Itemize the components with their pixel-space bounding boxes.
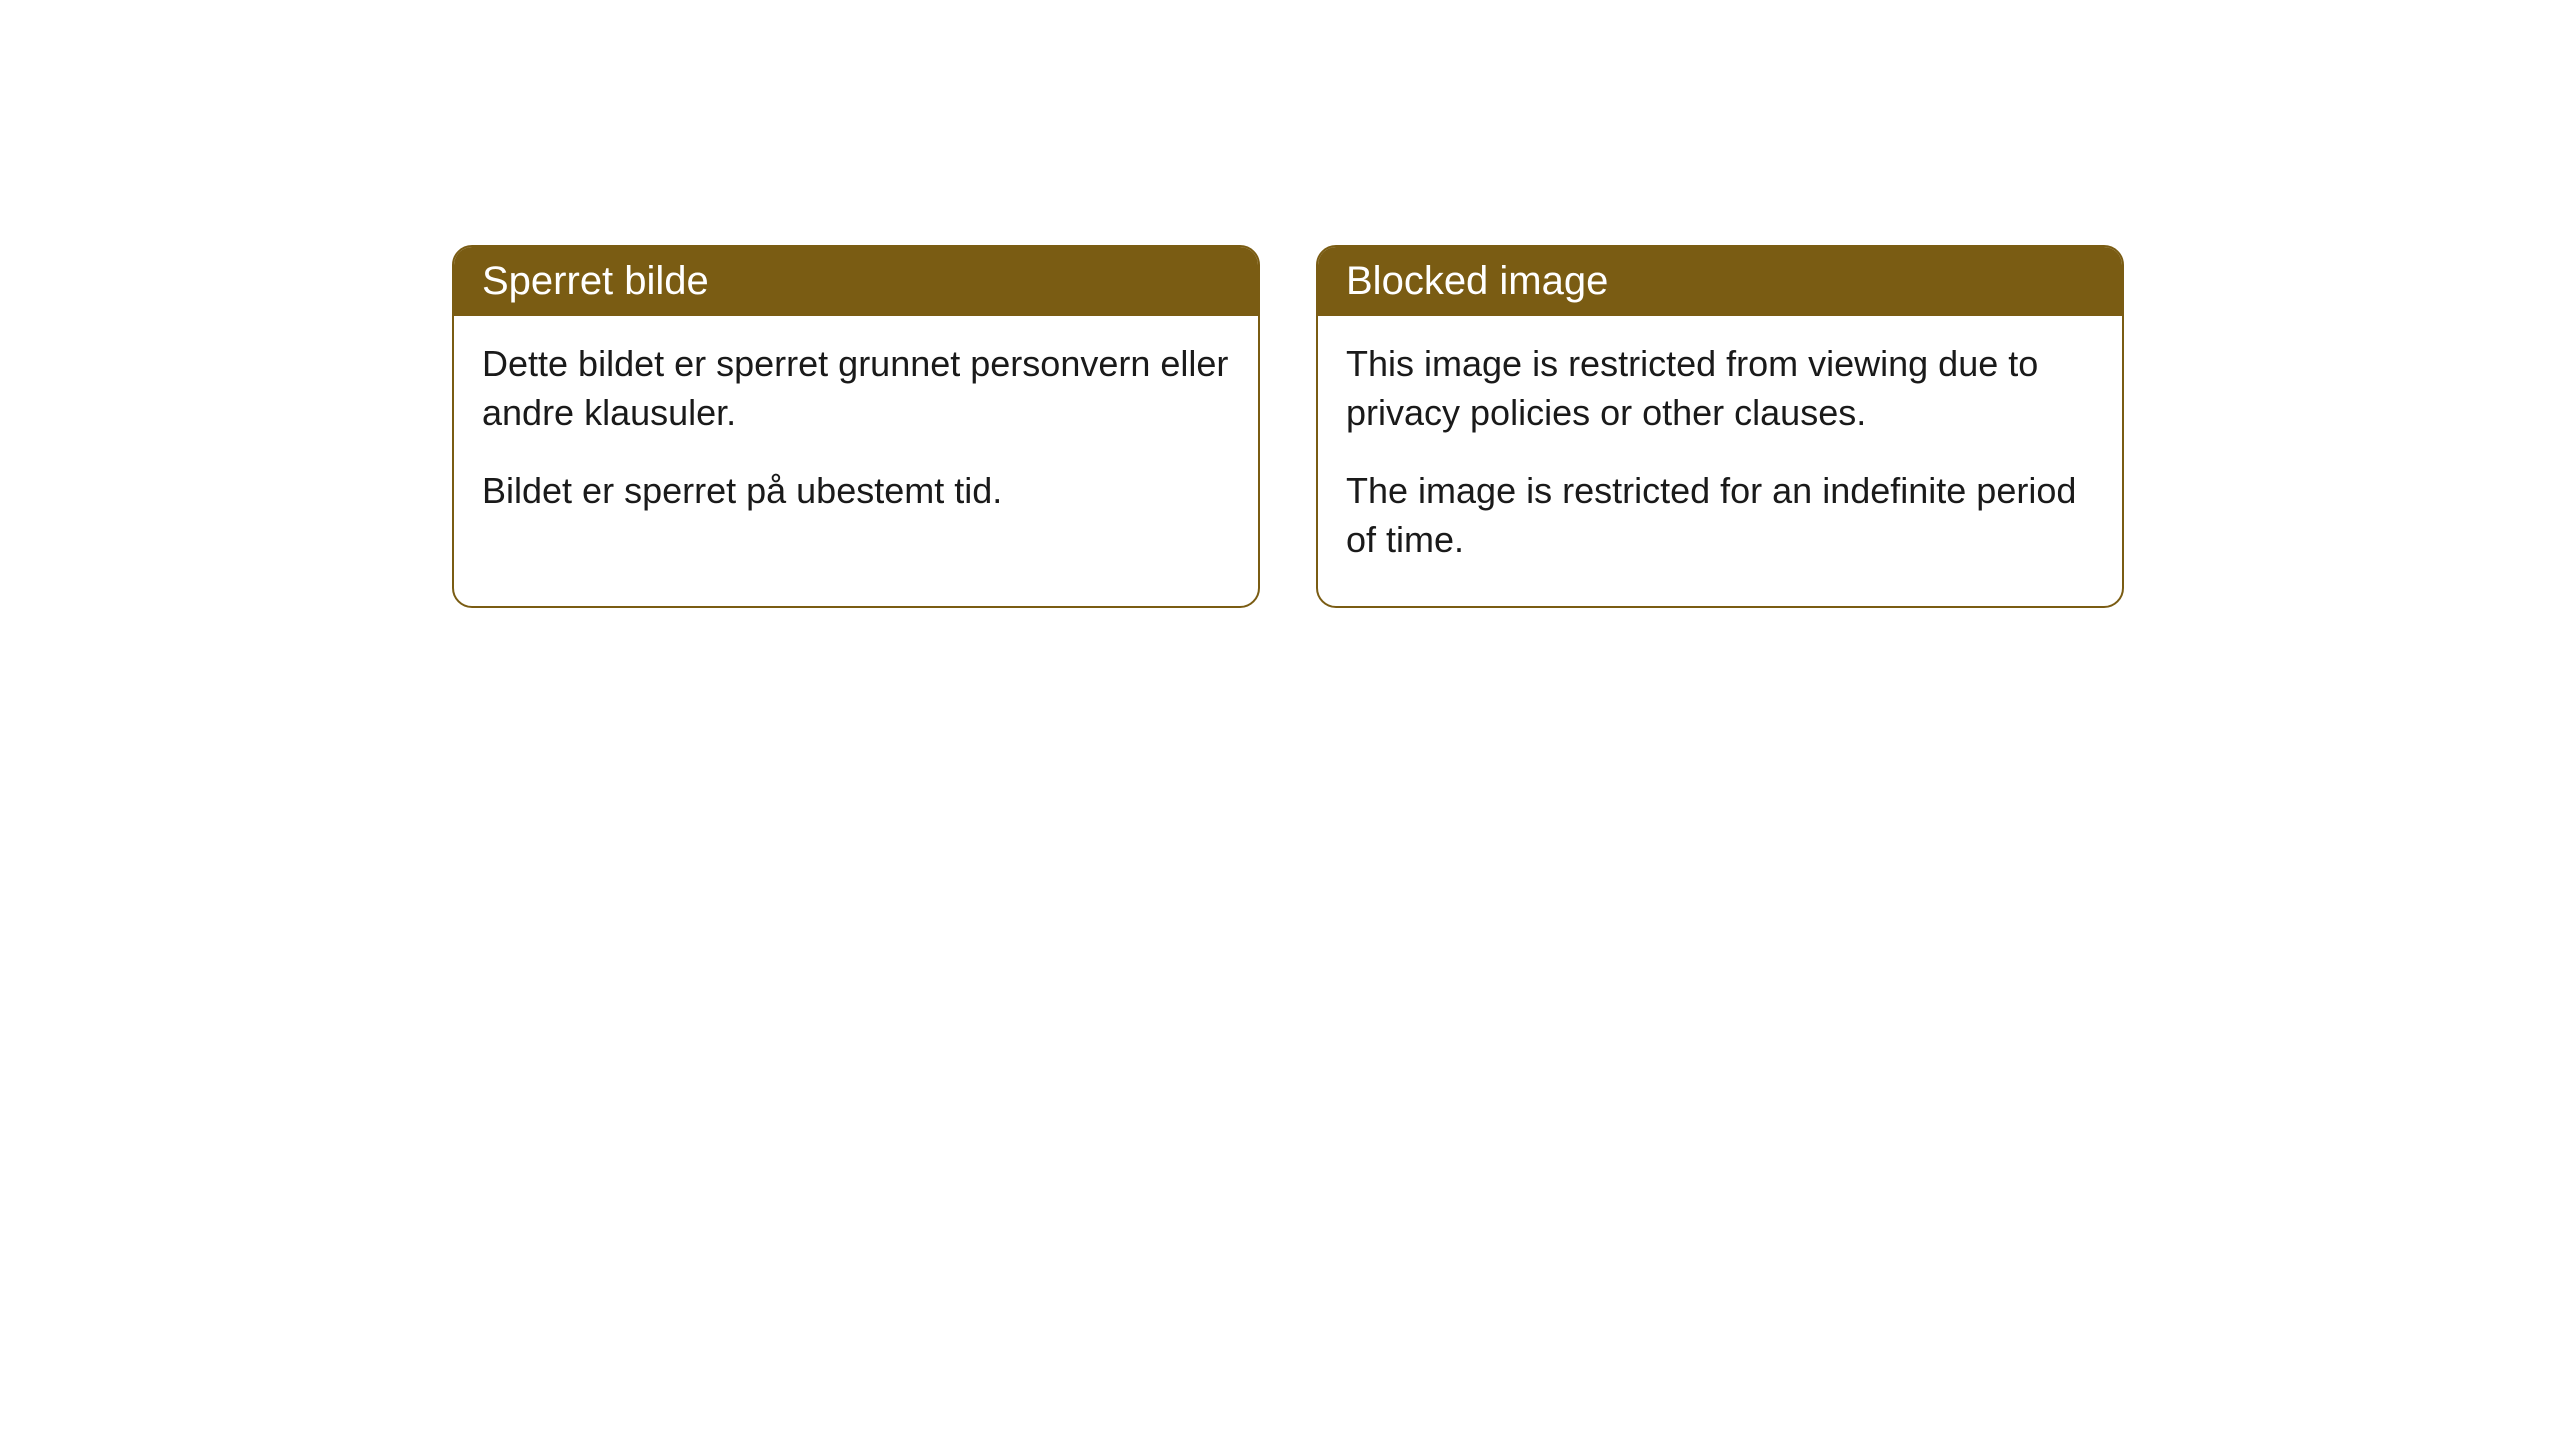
notice-paragraph: Bildet er sperret på ubestemt tid. [482,467,1230,516]
card-body: Dette bildet er sperret grunnet personve… [454,316,1258,558]
notice-card-english: Blocked image This image is restricted f… [1316,245,2124,608]
notice-container: Sperret bilde Dette bildet er sperret gr… [0,0,2560,608]
notice-paragraph: This image is restricted from viewing du… [1346,340,2094,437]
notice-card-norwegian: Sperret bilde Dette bildet er sperret gr… [452,245,1260,608]
card-header: Blocked image [1318,247,2122,316]
card-body: This image is restricted from viewing du… [1318,316,2122,606]
card-header: Sperret bilde [454,247,1258,316]
notice-paragraph: Dette bildet er sperret grunnet personve… [482,340,1230,437]
notice-paragraph: The image is restricted for an indefinit… [1346,467,2094,564]
